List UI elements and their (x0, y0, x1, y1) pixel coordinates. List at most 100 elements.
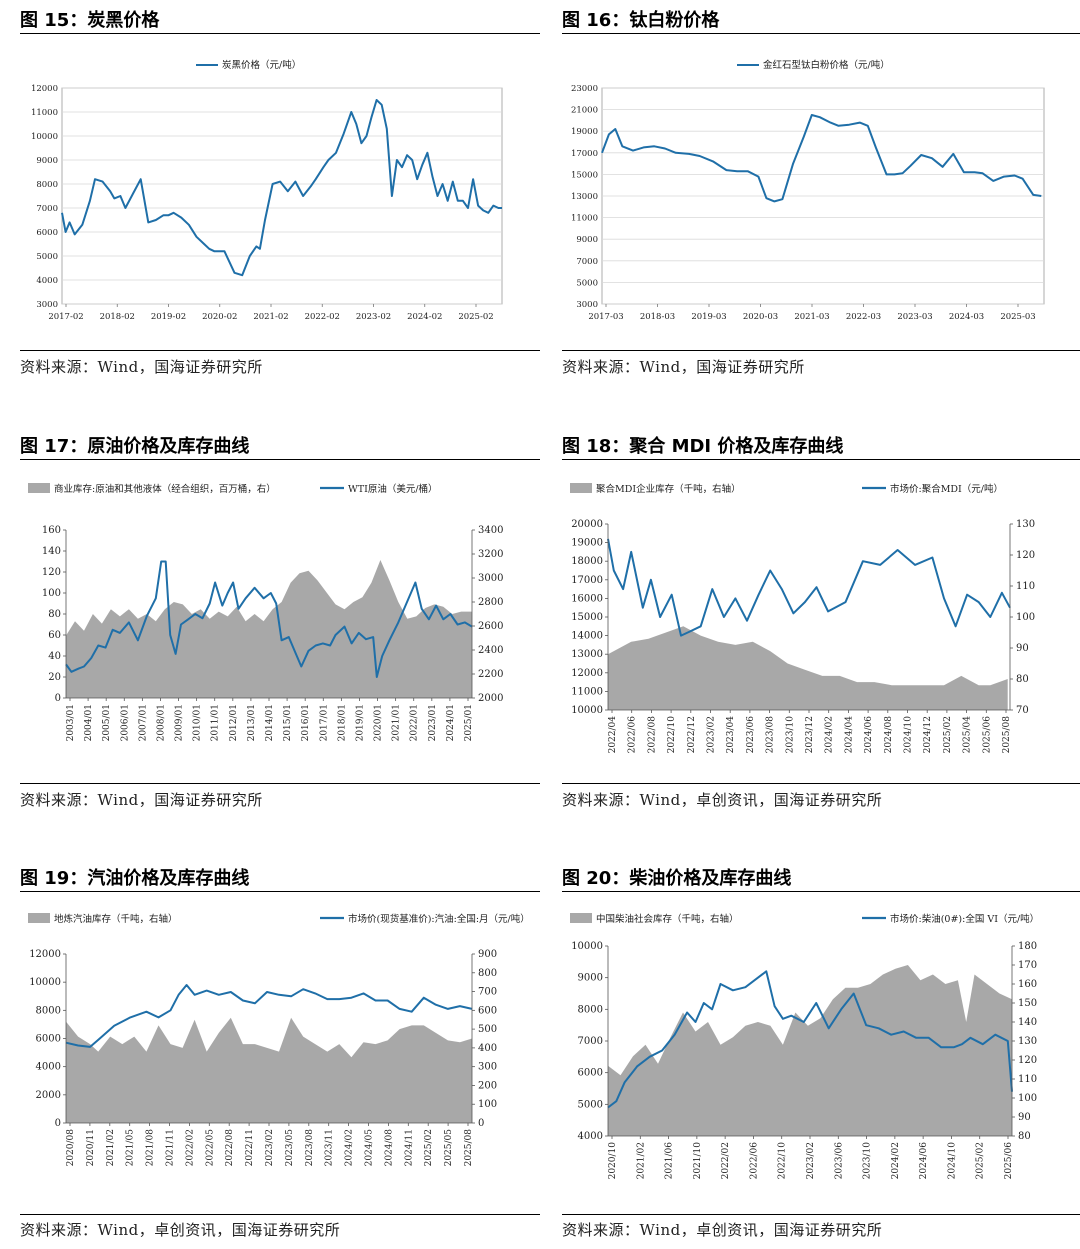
inventory-area (608, 626, 1008, 710)
figure-18-source: 资料来源：Wind，卓创资讯，国海证券研究所 (562, 791, 883, 809)
x-tick-label: 2022/06 (749, 1142, 759, 1180)
y-right-tick-label: 300 (478, 1062, 497, 1073)
y-right-tick-label: 120 (1016, 550, 1035, 561)
x-tick-label: 2022/08 (647, 716, 657, 754)
x-tick-label: 2020/11 (86, 1129, 96, 1166)
x-tick-label: 2021/08 (146, 1129, 156, 1167)
x-tick-label: 2023/02 (806, 1142, 816, 1179)
y-tick-label: 4000 (578, 1131, 603, 1142)
x-tick-label: 2024/10 (904, 716, 914, 754)
figure-17-top-rule (20, 459, 540, 460)
x-tick-label: 2006/01 (120, 704, 130, 741)
y-tick-label: 10000 (571, 941, 603, 952)
figure-16-source: 资料来源：Wind，国海证券研究所 (562, 358, 805, 376)
y-tick-label: 40 (48, 651, 61, 662)
y-tick-label: 5000 (578, 1099, 603, 1110)
x-tick-label: 2016/01 (301, 704, 311, 741)
figure-18-panel: 图 18：聚合 MDI 价格及库存曲线 10000 11000 12000 13000… (562, 428, 1080, 818)
figure-15-chart: 3000 4000 5000 6000 7000 8000 9000 10000 11000 12… (31, 59, 503, 322)
legend-label: 金红石型钛白粉价格（元/吨） (763, 59, 890, 71)
x-tick-label: 2014/01 (265, 704, 275, 741)
y-tick-label: 5000 (576, 278, 598, 288)
x-tick-label: 2019-02 (151, 312, 186, 322)
y-tick-label: 6000 (578, 1068, 603, 1079)
y-tick-label: 0 (55, 1118, 61, 1129)
x-tick-label: 2023/02 (265, 1129, 275, 1166)
y-right-tick-label: 3400 (478, 525, 503, 536)
x-tick-label: 2024/08 (884, 716, 894, 754)
figure-16-title: 图 16：钛白粉价格 (562, 10, 720, 31)
figure-19-panel: 图 19：汽油价格及库存曲线 0 2000 4000 6000 8000 10000 120… (20, 860, 540, 1249)
inventory-area (608, 965, 1012, 1136)
y-right-tick-label: 120 (1018, 1055, 1037, 1066)
legend-label: 聚合MDI企业库存（千吨，右轴） (596, 483, 741, 495)
y-tick-label: 15000 (571, 170, 598, 180)
y-tick-label: 12000 (29, 949, 61, 960)
figure-19-title: 图 19：汽油价格及库存曲线 (20, 868, 250, 889)
x-tick-label: 2023/10 (863, 1142, 873, 1180)
y-right-tick-label: 2600 (478, 621, 503, 632)
plot-frame (61, 87, 503, 305)
x-tick-label: 2020-02 (202, 312, 237, 322)
series-line (61, 99, 502, 277)
price-line (65, 984, 473, 1048)
x-tick-label: 2023/12 (805, 716, 815, 753)
y-tick-label: 11000 (571, 214, 598, 224)
y-tick-label: 8000 (578, 1004, 603, 1015)
y-tick-label: 5000 (36, 252, 58, 262)
y-tick-label: 19000 (571, 538, 603, 549)
y-tick-label: 16000 (571, 593, 603, 604)
series-line (601, 114, 1042, 203)
x-tick-label: 2024/01 (446, 704, 456, 741)
x-tick-label: 2024-03 (949, 312, 984, 322)
figure-18-title: 图 18：聚合 MDI 价格及库存曲线 (562, 436, 844, 457)
x-tick-label: 2023/04 (726, 716, 736, 754)
x-tick-label: 2024/08 (384, 1129, 394, 1167)
x-tick-label: 2022-02 (305, 312, 340, 322)
x-tick-label: 2022/12 (687, 716, 697, 753)
x-tick-label: 2021/02 (636, 1142, 646, 1179)
y-tick-label: 15000 (571, 612, 603, 623)
y-right-tick-label: 2800 (478, 597, 503, 608)
y-right-tick-label: 170 (1018, 960, 1037, 971)
figure-19-chart: 0 2000 4000 6000 8000 10000 12000 0 100 200 300 400… (28, 913, 530, 1167)
x-tick-label: 2018/01 (337, 704, 347, 741)
x-tick-label: 2010/01 (193, 704, 203, 741)
x-tick-label: 2023/05 (285, 1129, 295, 1167)
x-tick-label: 2017-03 (588, 312, 623, 322)
x-tick-label: 2020/10 (608, 1142, 618, 1180)
figure-20-title: 图 20：柴油价格及库存曲线 (562, 868, 792, 889)
price-line (65, 560, 473, 678)
x-tick-label: 2011/01 (211, 704, 221, 741)
x-tick-label: 2022/02 (185, 1129, 195, 1166)
y-tick-label: 3000 (36, 300, 58, 310)
x-tick-label: 2023/11 (325, 1129, 335, 1166)
price-line (607, 970, 1013, 1109)
legend-label: 炭黑价格（元/吨） (222, 59, 301, 71)
y-tick-label: 12000 (571, 668, 603, 679)
x-tick-label: 2024/04 (844, 716, 854, 754)
y-tick-label: 6000 (36, 1034, 61, 1045)
y-tick-label: 18000 (571, 556, 603, 567)
y-right-tick-label: 130 (1018, 1036, 1037, 1047)
y-right-tick-label: 2000 (478, 693, 503, 704)
y-tick-label: 7000 (36, 204, 58, 214)
figure-18-bottom-rule (562, 783, 1080, 784)
x-tick-label: 2022/11 (245, 1129, 255, 1166)
figure-18-chart: 10000 11000 12000 13000 14000 15000 16000 17000… (570, 483, 1035, 754)
x-tick-label: 2022/04 (608, 716, 618, 754)
y-right-tick-label: 2400 (478, 645, 503, 656)
legend-label: 市场价:聚合MDI（元/吨） (890, 483, 1003, 495)
x-tick-label: 2023/08 (766, 716, 776, 754)
y-right-tick-label: 0 (478, 1118, 484, 1129)
y-tick-label: 11000 (571, 686, 603, 697)
y-tick-label: 7000 (576, 257, 598, 267)
legend-area-swatch (28, 483, 50, 493)
y-tick-label: 2000 (36, 1090, 61, 1101)
x-tick-label: 2022/02 (721, 1142, 731, 1179)
y-right-tick-label: 800 (478, 968, 497, 979)
y-right-tick-label: 100 (1018, 1093, 1037, 1104)
x-tick-label: 2021-02 (253, 312, 288, 322)
x-tick-label: 2023/01 (428, 704, 438, 741)
x-tick-label: 2023/06 (834, 1142, 844, 1180)
